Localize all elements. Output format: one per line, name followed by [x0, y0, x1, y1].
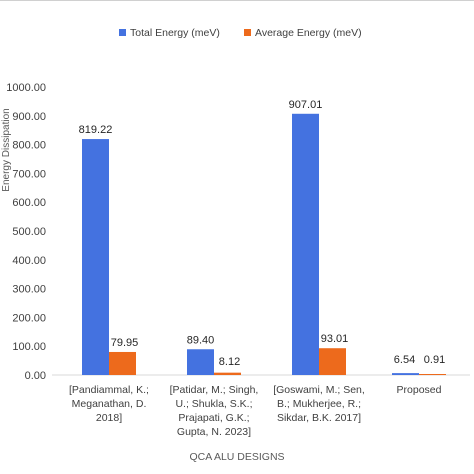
data-label: 819.22 [79, 124, 113, 136]
data-label: 0.91 [424, 354, 445, 366]
bar-average-0 [109, 351, 136, 375]
y-axis-label: Energy Dissipation [1, 108, 12, 191]
data-label: 89.40 [187, 334, 215, 346]
y-tick-label: 200.00 [12, 312, 46, 324]
data-label: 6.54 [394, 354, 415, 366]
y-tick-label: 100.00 [12, 341, 46, 353]
x-category-label: [Goswami, M.; Sen, [273, 384, 365, 396]
y-tick-label: 800.00 [12, 140, 46, 152]
bar-total-1 [187, 349, 214, 375]
x-category-label: U.; Shukla, S.K.; [175, 398, 252, 410]
y-tick-label: 500.00 [12, 226, 46, 238]
data-label: 907.01 [289, 99, 323, 111]
legend-swatch-total [119, 29, 126, 36]
x-category-label: Gupta, N. 2023] [177, 426, 251, 438]
x-category-label: [Pandiammal, K.; [69, 384, 149, 396]
y-tick-label: 0.00 [25, 370, 46, 382]
bar-average-1 [214, 372, 241, 375]
bar-total-0 [82, 139, 109, 375]
x-category-label: Meganathan, D. [72, 398, 147, 410]
x-category-label: Prajapati, G.K.; [178, 412, 249, 424]
x-category-label: [Patidar, M.; Singh, [170, 384, 259, 396]
y-tick-label: 300.00 [12, 284, 46, 296]
y-tick-label: 1000.00 [6, 82, 46, 94]
x-axis-title: QCA ALU DESIGNS [189, 451, 284, 463]
legend-label: Total Energy (meV) [130, 27, 220, 39]
x-category-label: B.; Mukherjee, R.; [277, 398, 361, 410]
bar-average-2 [319, 348, 346, 375]
x-category-label: Sikdar, B.K. 2017] [277, 412, 361, 424]
bar-average-3 [419, 374, 446, 375]
x-category-label: 2018] [96, 412, 122, 424]
bar-total-2 [292, 113, 319, 375]
bar-total-3 [392, 373, 419, 375]
y-tick-label: 600.00 [12, 197, 46, 209]
y-tick-label: 700.00 [12, 168, 46, 180]
y-tick-label: 900.00 [12, 111, 46, 123]
data-label: 79.95 [111, 337, 139, 349]
legend-label: Average Energy (meV) [255, 27, 362, 39]
data-label: 8.12 [219, 356, 240, 368]
data-label: 93.01 [321, 333, 349, 345]
x-category-label: Proposed [397, 384, 442, 396]
y-tick-label: 400.00 [12, 255, 46, 267]
legend-swatch-average [244, 29, 251, 36]
